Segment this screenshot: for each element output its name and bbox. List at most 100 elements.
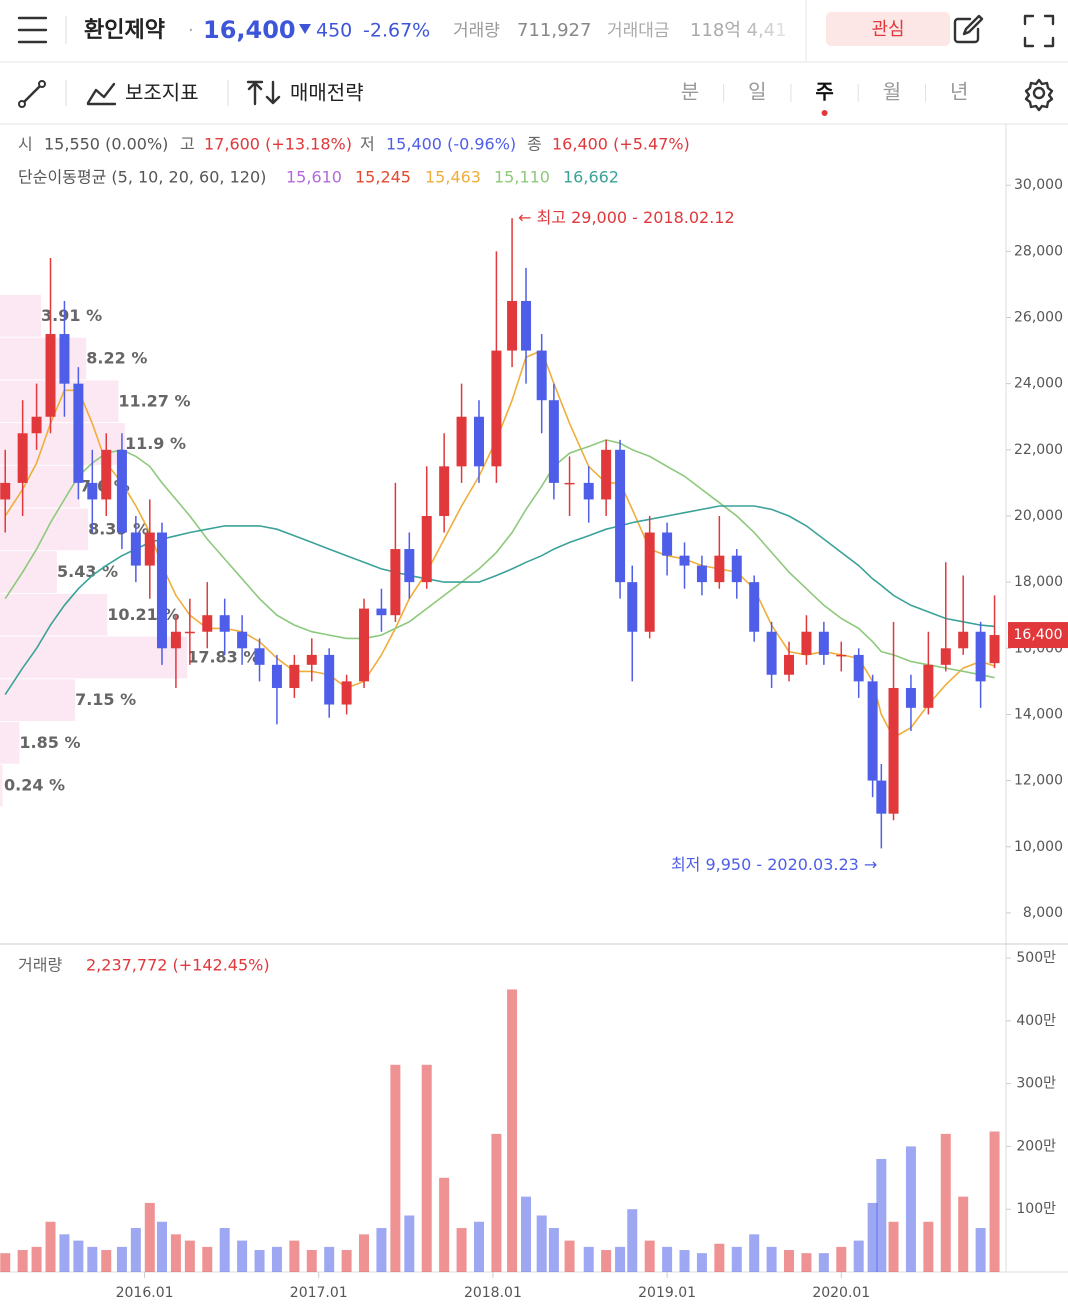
candle-body bbox=[219, 615, 230, 632]
volume-bar bbox=[219, 1228, 230, 1272]
volume-summary: 2,237,772 (+142.45%) bbox=[86, 956, 270, 975]
volume-title: 거래량 bbox=[18, 956, 62, 975]
candle-body bbox=[876, 780, 887, 814]
draw-tool-button[interactable] bbox=[18, 80, 46, 108]
down-arrow bbox=[299, 24, 311, 34]
volume-bar bbox=[521, 1196, 532, 1272]
candle bbox=[271, 654, 282, 725]
candle-body bbox=[456, 416, 467, 467]
candle bbox=[59, 300, 70, 417]
volume-bar bbox=[784, 1250, 795, 1272]
volume-bar bbox=[289, 1240, 300, 1272]
volume-bar bbox=[536, 1215, 547, 1272]
volume-bar bbox=[662, 1246, 673, 1272]
volume-bar bbox=[376, 1228, 387, 1272]
ma-legend-value: 15,110 bbox=[494, 168, 550, 187]
current-price-box bbox=[1008, 622, 1068, 649]
volume-bar bbox=[975, 1228, 986, 1272]
volume-bar bbox=[731, 1246, 742, 1272]
y-tick-label: 8,000 bbox=[1023, 905, 1063, 921]
candle-body bbox=[615, 449, 626, 583]
watch-button[interactable]: 관심 bbox=[826, 12, 950, 46]
candle-body bbox=[101, 449, 112, 500]
profile-label: 0.24 % bbox=[4, 776, 65, 795]
volume-bar bbox=[421, 1064, 432, 1272]
candle-body bbox=[836, 654, 847, 657]
candle-body bbox=[45, 334, 56, 417]
ohlc-value: 16,400 (+5.47%) bbox=[552, 135, 690, 154]
candle-body bbox=[144, 532, 155, 566]
profile-label: 17.83 % bbox=[187, 647, 259, 666]
volume-bar bbox=[237, 1240, 248, 1272]
volume-bar bbox=[818, 1253, 829, 1272]
volume-value: 711,927 bbox=[517, 20, 591, 41]
period-tab[interactable]: 월 bbox=[883, 80, 901, 104]
menu-button[interactable] bbox=[17, 16, 48, 44]
x-tick-label: 2016.01 bbox=[116, 1285, 174, 1301]
candle bbox=[836, 641, 847, 672]
x-tick-label: 2018.01 bbox=[464, 1285, 522, 1301]
strategy-button[interactable]: 매매전략 bbox=[246, 81, 364, 106]
volume-bar bbox=[341, 1250, 352, 1272]
edit-button[interactable] bbox=[953, 14, 984, 44]
candle bbox=[289, 654, 300, 698]
y-tick-label: 18,000 bbox=[1014, 574, 1063, 590]
candle-body bbox=[202, 615, 213, 632]
period-tab[interactable]: 일 bbox=[748, 80, 766, 104]
volume-bar bbox=[615, 1246, 626, 1272]
ma-legend-value: 15,245 bbox=[355, 168, 411, 187]
volume-bar bbox=[73, 1240, 84, 1272]
separator: · bbox=[188, 20, 194, 41]
volume-bar bbox=[202, 1246, 213, 1272]
indicators-button[interactable]: 보조지표 bbox=[86, 81, 199, 106]
candle bbox=[473, 400, 484, 483]
candle-body bbox=[390, 549, 401, 616]
candle-body bbox=[627, 582, 638, 632]
volume-bar bbox=[923, 1221, 934, 1272]
volume-y-tick-label: 400만 bbox=[1016, 1013, 1056, 1029]
ohlc-label: 종 bbox=[527, 135, 542, 154]
change: 450 bbox=[316, 20, 352, 42]
period-tab[interactable]: 년 bbox=[950, 80, 968, 104]
strategy-label: 매매전략 bbox=[290, 81, 364, 105]
candle-body bbox=[867, 681, 878, 781]
candle bbox=[324, 648, 335, 718]
x-tick-label: 2017.01 bbox=[290, 1285, 348, 1301]
ohlc-label: 저 bbox=[360, 135, 375, 154]
candle bbox=[184, 598, 195, 665]
ohlc-label: 시 bbox=[18, 135, 33, 154]
volume-bar bbox=[714, 1243, 725, 1272]
candle-body bbox=[87, 482, 98, 500]
settings-button[interactable] bbox=[1024, 78, 1054, 112]
ohlc-value: 15,550 (0.00%) bbox=[44, 135, 168, 154]
candle-body bbox=[784, 654, 795, 675]
volume-bar bbox=[390, 1064, 401, 1272]
candle bbox=[507, 218, 518, 368]
candle bbox=[116, 433, 127, 550]
fullscreen-button[interactable] bbox=[1023, 14, 1055, 48]
toolbar: 보조지표 매매전략 분 일 주 월 년 bbox=[0, 78, 1068, 125]
period-tab[interactable]: 주 bbox=[815, 80, 833, 104]
profile-label: 7.15 % bbox=[75, 690, 136, 709]
candle-body bbox=[714, 555, 725, 583]
volume-bar bbox=[404, 1215, 415, 1272]
profile-label: 11.9 % bbox=[125, 434, 186, 453]
candle-body bbox=[601, 449, 612, 500]
candle-body bbox=[421, 515, 432, 583]
profile-label: 5.43 % bbox=[57, 562, 118, 581]
amount-label: 거래대금 bbox=[607, 21, 670, 41]
volume-bar bbox=[254, 1250, 265, 1272]
candle-body bbox=[521, 300, 532, 351]
y-tick-label: 30,000 bbox=[1014, 177, 1063, 193]
candle bbox=[404, 532, 415, 599]
volume-bar bbox=[888, 1221, 899, 1272]
volume-bar bbox=[644, 1240, 655, 1272]
candle-body bbox=[170, 631, 181, 649]
candle-body bbox=[536, 350, 547, 401]
candle-body bbox=[324, 654, 335, 705]
period-tab[interactable]: 분 bbox=[681, 80, 699, 104]
ohlc-value: 15,400 (-0.96%) bbox=[386, 135, 516, 154]
volume-bar bbox=[306, 1250, 317, 1272]
ohlc-value: 17,600 (+13.18%) bbox=[204, 135, 352, 154]
